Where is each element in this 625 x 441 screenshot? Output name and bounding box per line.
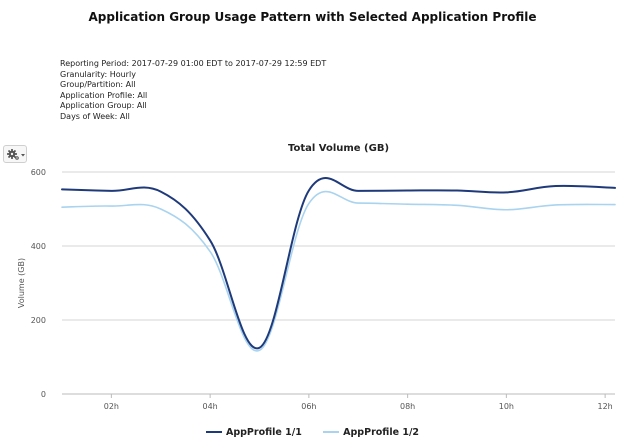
- legend-swatch: [205, 430, 222, 433]
- application-profile-text: Application Profile: All: [60, 90, 148, 100]
- group-partition-text: Group/Partition: All: [60, 80, 136, 89]
- report-title: Application Group Usage Pattern with Sel…: [88, 10, 537, 24]
- days-of-week-text: Days of Week: All: [60, 111, 130, 121]
- x-tick-label: 04h: [203, 402, 218, 411]
- chart-options-button[interactable]: [3, 145, 27, 163]
- application-group-text: Application Group: All: [60, 101, 147, 110]
- legend-item-appprofile-1-2[interactable]: AppProfile 1/2: [323, 427, 419, 438]
- granularity-text: Granularity: Hourly: [60, 69, 136, 79]
- y-tick-label: 400: [31, 242, 46, 251]
- series-line-2: [61, 190, 616, 352]
- chart-legend: AppProfile 1/1 AppProfile 1/2: [0, 427, 625, 438]
- legend-label: AppProfile 1/1: [225, 427, 302, 438]
- y-axis-label: Volume (GB): [17, 258, 26, 308]
- x-tick-label: 02h: [104, 402, 119, 411]
- x-tick-label: 12h: [598, 402, 613, 411]
- report-metadata: Reporting Period: 2017-07-29 01:00 EDT t…: [60, 59, 326, 122]
- y-tick-label: 600: [31, 168, 46, 177]
- x-tick-label: 10h: [499, 402, 514, 411]
- chevron-down-icon: [21, 154, 25, 157]
- x-tick-label: 06h: [301, 402, 316, 411]
- chart-title: Total Volume (GB): [288, 143, 389, 154]
- x-tick-label: 08h: [400, 402, 415, 411]
- reporting-period-text: Reporting Period: 2017-07-29 01:00 EDT t…: [60, 59, 327, 68]
- y-tick-label: 200: [31, 316, 46, 325]
- legend-swatch: [323, 430, 340, 433]
- y-tick-label: 0: [41, 390, 46, 399]
- legend-label: AppProfile 1/2: [343, 427, 420, 438]
- series-line-1: [61, 177, 616, 350]
- legend-item-appprofile-1-1[interactable]: AppProfile 1/1: [205, 427, 302, 438]
- gear-icon: [7, 149, 25, 160]
